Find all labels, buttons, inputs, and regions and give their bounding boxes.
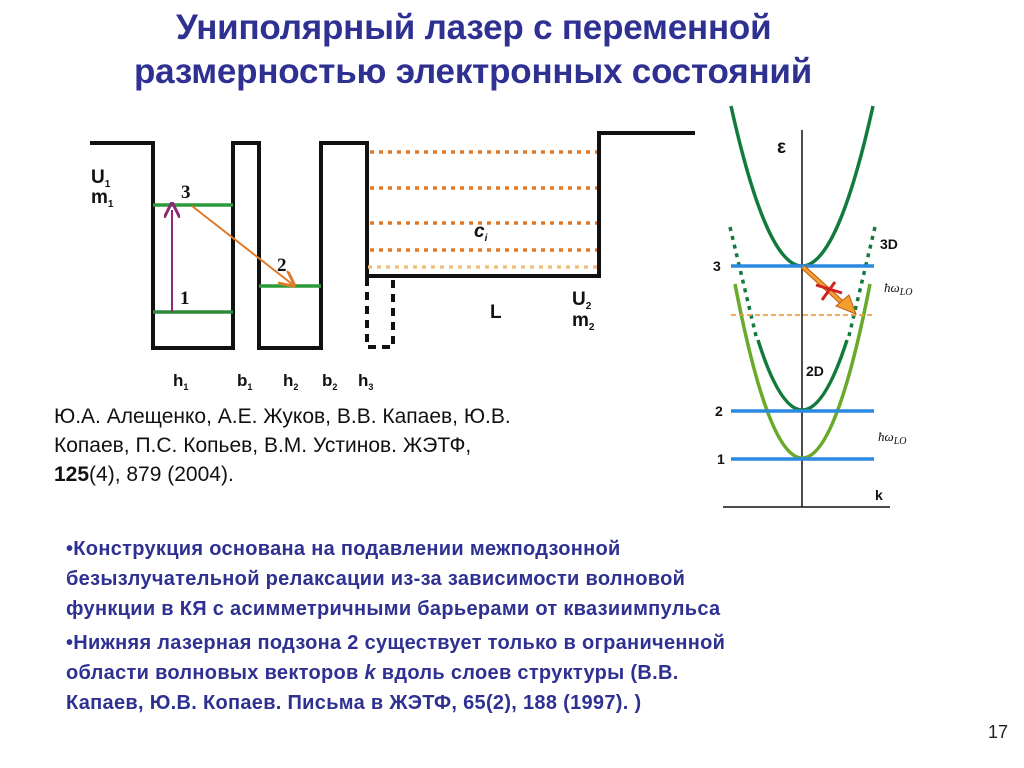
reference-details: (4), 879 (2004). [89,463,234,486]
subband-2-label: 2 [715,403,723,419]
well-profile-line [90,131,695,350]
m1-label: m1 [91,187,114,210]
title-line-2: размерностью электронных состояний [134,52,813,91]
level-2-label: 2 [277,255,287,276]
svg-text:h3: h3 [358,371,373,392]
bullet-2-line-2: области волновых векторов k вдоль слоев … [66,662,679,684]
ci-label: ci [474,221,488,244]
reference-line-3: 125(4), 879 (2004). [54,460,654,489]
energy-axis-label: ε [777,137,786,158]
phonon-arrow-head [835,294,857,315]
u1-label: U1 [91,167,111,190]
hw-lo-label-lower: ħωLO [878,429,906,447]
3d-label: 3D [880,236,898,252]
bullet-2-line-1: •Нижняя лазерная подзона 2 существует то… [66,632,726,654]
continuum-states [368,150,597,269]
hw-lo-label-upper: ħωLO [884,280,912,298]
bullet-2-line-3: Капаев, Ю.В. Копаев. Письма в ЖЭТФ, 65(2… [66,692,642,714]
bullet-item-1: •Конструкция основана на подавлении межп… [66,534,966,624]
level-3-label: 3 [181,182,191,203]
u2-label: U2 [572,289,592,312]
svg-text:h1: h1 [173,371,188,392]
reference-line-2: Копаев, П.С. Копьев, В.М. Устинов. ЖЭТФ, [54,434,472,457]
page-number: 17 [988,722,1009,742]
L-label: L [490,302,502,323]
subband-3-label: 3 [713,258,721,274]
subband-1-label: 1 [717,451,725,467]
k-axis-label: k [875,487,883,503]
dispersion-diagram: ε k 3D 2D 3 2 1 ħωLO ħωLO [713,105,912,508]
title-line-1: Униполярный лазер с переменной [176,8,772,47]
bullet-1-line-3: функции в КЯ с асимметричными барьерами … [66,598,721,620]
bullet-1-line-1: •Конструкция основана на подавлении межп… [66,538,621,560]
svg-text:b1: b1 [237,371,252,392]
reference-citation: Ю.А. Алещенко, А.Е. Жуков, В.В. Капаев, … [54,402,654,489]
bullet-1-line-2: безызлучательной релаксации из-за зависи… [66,568,686,590]
m2-label: m2 [572,310,595,333]
dashed-well-extension [365,278,395,349]
layer-labels: h1 b1 h2 b2 h3 [173,371,373,392]
svg-text:h2: h2 [283,371,298,392]
reference-volume: 125 [54,463,90,486]
bullet-item-2: •Нижняя лазерная подзона 2 существует то… [66,628,966,718]
relaxation-arrow [191,205,292,284]
2d-label: 2D [806,363,824,379]
level-1-label: 1 [180,288,190,309]
forbidden-transition-cross-icon [815,281,843,301]
band-profile-diagram: 3 1 2 U1 m1 U2 m2 ci L h1 b1 h2 b2 h3 [90,131,695,392]
reference-line-1: Ю.А. Алещенко, А.Е. Жуков, В.В. Капаев, … [54,405,511,428]
svg-text:b2: b2 [322,371,337,392]
bullet-list: •Конструкция основана на подавлении межп… [66,534,966,722]
